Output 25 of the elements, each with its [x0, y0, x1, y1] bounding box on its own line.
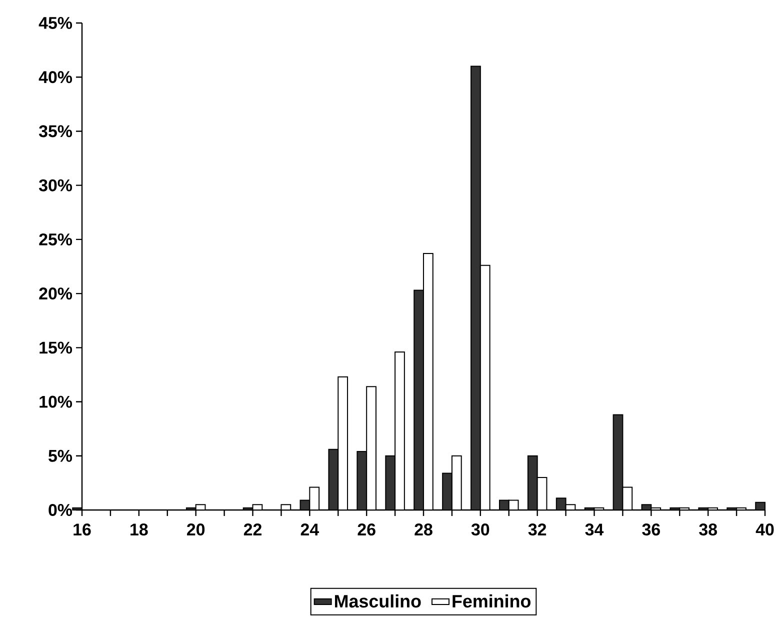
x-tick-label: 20 — [187, 524, 205, 536]
x-tick-label: 36 — [642, 524, 660, 536]
x-tick-label: 22 — [244, 524, 262, 536]
legend-label: Feminino — [452, 594, 530, 608]
y-tick-label: 10% — [40, 396, 72, 408]
x-tick-label: 40 — [756, 524, 774, 536]
y-tick-label: 20% — [39, 288, 72, 300]
x-tick-label: 18 — [130, 524, 148, 536]
x-tick-label: 38 — [699, 524, 717, 536]
x-tick-label: 32 — [528, 524, 546, 536]
y-tick-label: 45% — [38, 17, 72, 29]
y-tick-label: 0% — [48, 504, 72, 516]
x-tick-label: 34 — [585, 524, 604, 536]
y-tick-label: 15% — [40, 342, 72, 354]
x-tick-label: 30 — [471, 524, 490, 536]
x-tick-label: 28 — [414, 524, 432, 536]
x-tick-label: 16 — [74, 524, 91, 536]
y-tick-label: 35% — [38, 125, 72, 138]
x-tick-label: 26 — [358, 524, 376, 536]
y-tick-label: 5% — [48, 450, 72, 462]
y-tick-label: 40% — [38, 71, 72, 84]
legend-label: Masculino — [335, 594, 421, 608]
y-tick-label: 30% — [38, 179, 72, 192]
x-tick-label: 24 — [300, 524, 319, 536]
y-tick-label: 25% — [39, 233, 72, 246]
